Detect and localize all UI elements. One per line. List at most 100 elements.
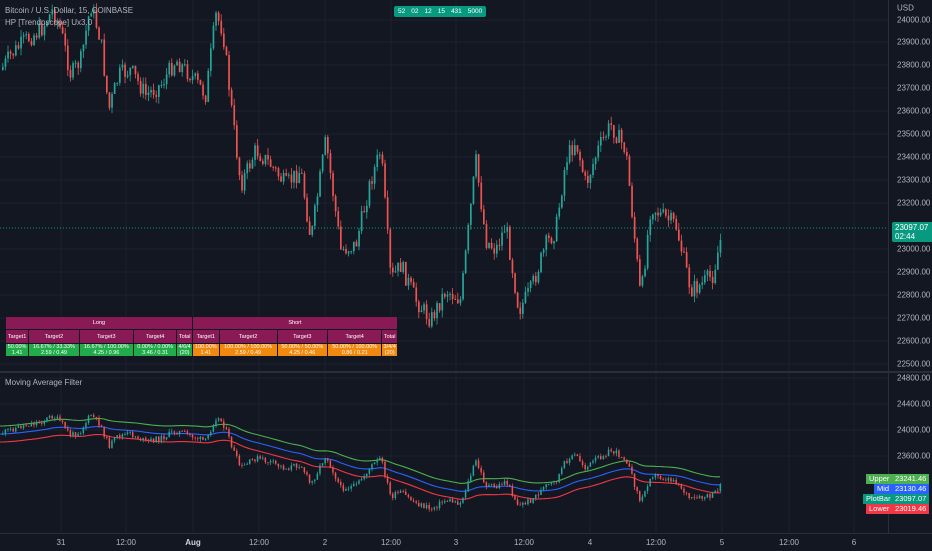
badge-value: 02 [411,8,419,15]
candle [678,222,680,242]
candle [691,284,693,297]
candle [371,463,373,472]
candle [355,481,358,487]
candle [581,459,584,468]
candle [324,457,326,466]
candle [132,65,134,70]
candle [602,131,605,141]
candle [82,44,85,59]
candle [72,60,74,81]
table-column-headers: Target1 Target2 Target3 Target4 Total Target1… [4,329,398,344]
candle [402,489,404,493]
candle [402,260,405,274]
time-axis[interactable]: 31 12:00 Aug 12:00 2 12:00 3 12:00 4 12:00 5 12:00 6 [0,533,932,551]
current-price-tag: 23097.07 02:44 [892,222,932,242]
candle [249,459,251,465]
candle [134,65,137,79]
table-cell: 4/6/4 (20) [176,343,193,357]
time-tick: 31 [56,538,66,547]
indicator-pane[interactable] [0,373,888,533]
candle [61,21,64,35]
candle [132,430,134,440]
candle [319,462,321,477]
candle [685,247,688,269]
price-tick: 23700.00 [897,83,931,93]
candle [54,416,56,422]
table-cell: 16.67% / 100.00% 4.25 / 0.96 [78,343,134,357]
candle [519,301,522,320]
candle [355,239,358,247]
candle [113,436,116,444]
candle [191,69,194,85]
candle [56,18,59,30]
candle [54,7,56,27]
candle [197,70,199,84]
table-cell: 50.00% / 50.00% 4.25 / 0.46 [276,343,329,357]
candle [124,62,126,84]
candle [670,210,672,225]
lower-label: Lower [866,504,893,514]
candle [327,134,329,159]
candle [316,471,319,480]
candle [74,431,77,439]
candle [150,436,152,443]
candle [298,464,300,470]
pane-divider[interactable] [0,371,932,373]
candle [522,299,524,319]
candle [717,245,719,270]
candle [493,243,496,260]
candle [457,292,459,304]
candle [173,64,176,77]
candle [691,496,693,500]
candle [230,87,233,108]
candlestick-chart[interactable] [0,0,888,372]
candle [483,204,485,226]
sub-indicator-title[interactable]: Moving Average Filter [5,378,83,387]
candle [649,478,651,487]
candle [657,473,659,479]
candle [446,290,449,303]
table-column-header: Total [176,329,193,344]
candle [706,493,709,499]
candle [158,84,160,104]
sub-candles [2,413,722,512]
candle [20,425,22,430]
candle [293,463,295,467]
badge-value: 5000 [467,8,483,15]
candle [680,483,683,490]
candle [342,246,345,251]
candle [667,476,670,483]
candle [693,494,696,501]
candle [428,312,431,328]
candle [46,416,48,423]
candle [358,227,360,251]
candle [516,496,519,506]
candle [472,464,475,477]
candle [223,418,225,431]
candle [610,116,613,131]
candle [243,169,246,195]
candle [72,430,74,438]
time-tick: Aug [185,538,201,547]
candle [165,436,168,441]
candle [178,430,181,437]
price-axis[interactable]: USD 24000.00 23900.00 23800.00 23700.00 2360… [888,0,932,533]
candle [592,459,594,465]
candle [4,55,7,71]
candle [659,474,662,481]
candle [561,194,563,209]
indicator-title[interactable]: HP [Trendoscope] Ux3.0 [5,18,93,27]
candle [280,464,282,469]
candle [210,43,212,77]
candle [360,205,363,235]
candle [163,433,165,443]
candle [477,153,480,187]
candle [446,499,449,502]
candle [542,247,545,257]
main-chart-pane[interactable] [0,0,888,372]
candle [293,170,295,189]
candle [95,3,98,30]
moving-average-chart[interactable] [0,373,888,533]
candle [152,437,155,443]
candle [537,269,540,285]
